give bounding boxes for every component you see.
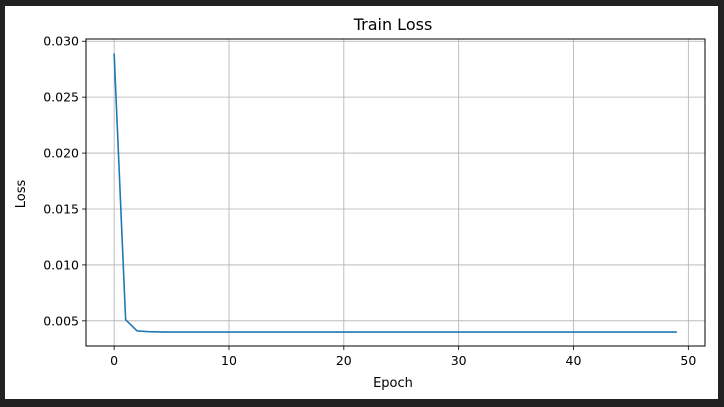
line-chart: Train Loss 0 10 20 30 40 50 0.0050.0100.0150.… (14, 15, 706, 391)
x-axis-ticks: 0 10 20 30 40 50 (110, 346, 696, 368)
x-tick-label: 10 (221, 353, 237, 368)
y-tick-label: 0.010 (43, 257, 79, 272)
y-tick-label: 0.015 (43, 201, 79, 216)
x-tick-label: 40 (566, 353, 582, 368)
y-tick-label: 0.005 (43, 313, 79, 328)
y-tick-label: 0.020 (43, 146, 79, 161)
chart-figure: Train Loss 0 10 20 30 40 50 0.005 0.010 0.015 0.… (5, 6, 718, 399)
x-tick-label: 30 (451, 353, 467, 368)
y-axis-label: Loss (14, 180, 29, 209)
grid-layer (86, 39, 705, 346)
y-tick-label: 0.030 (43, 34, 79, 49)
axes-frame (85, 38, 706, 347)
series-layer (113, 53, 677, 333)
x-axis-label: Epoch (373, 376, 413, 391)
x-tick-label: 50 (680, 353, 696, 368)
y-axis-ticks: 0.005 0.010 0.015 0.020 0.025 0.030 (43, 34, 86, 328)
series-line (113, 53, 677, 333)
y-tick-label: 0.025 (43, 90, 79, 105)
chart-title: Train Loss (353, 15, 433, 34)
x-tick-label: 20 (336, 353, 352, 368)
x-tick-label: 0 (110, 353, 118, 368)
